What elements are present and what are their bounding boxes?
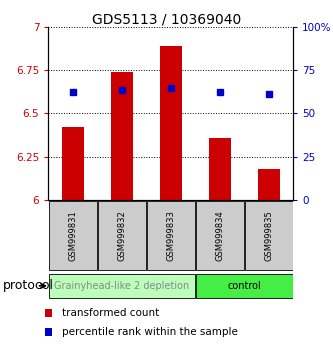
- Bar: [62, 127, 84, 200]
- Bar: [111, 72, 133, 200]
- Bar: [257, 169, 280, 200]
- Text: GSM999835: GSM999835: [264, 210, 273, 261]
- Bar: [49, 201, 97, 270]
- Text: GSM999832: GSM999832: [117, 210, 126, 261]
- Text: Grainyhead-like 2 depletion: Grainyhead-like 2 depletion: [54, 281, 189, 291]
- Bar: [49, 274, 195, 298]
- Bar: [147, 201, 195, 270]
- Bar: [195, 201, 244, 270]
- Bar: [98, 201, 146, 270]
- Text: GSM999833: GSM999833: [166, 210, 175, 261]
- Text: GSM999831: GSM999831: [68, 210, 77, 261]
- Text: protocol: protocol: [3, 279, 54, 292]
- Text: transformed count: transformed count: [62, 308, 159, 318]
- Text: percentile rank within the sample: percentile rank within the sample: [62, 327, 237, 337]
- Bar: [208, 138, 231, 200]
- Text: GSM999834: GSM999834: [215, 210, 224, 261]
- Text: control: control: [227, 281, 261, 291]
- Bar: [160, 46, 182, 200]
- Bar: [244, 201, 293, 270]
- Text: GDS5113 / 10369040: GDS5113 / 10369040: [92, 12, 241, 27]
- Bar: [195, 274, 293, 298]
